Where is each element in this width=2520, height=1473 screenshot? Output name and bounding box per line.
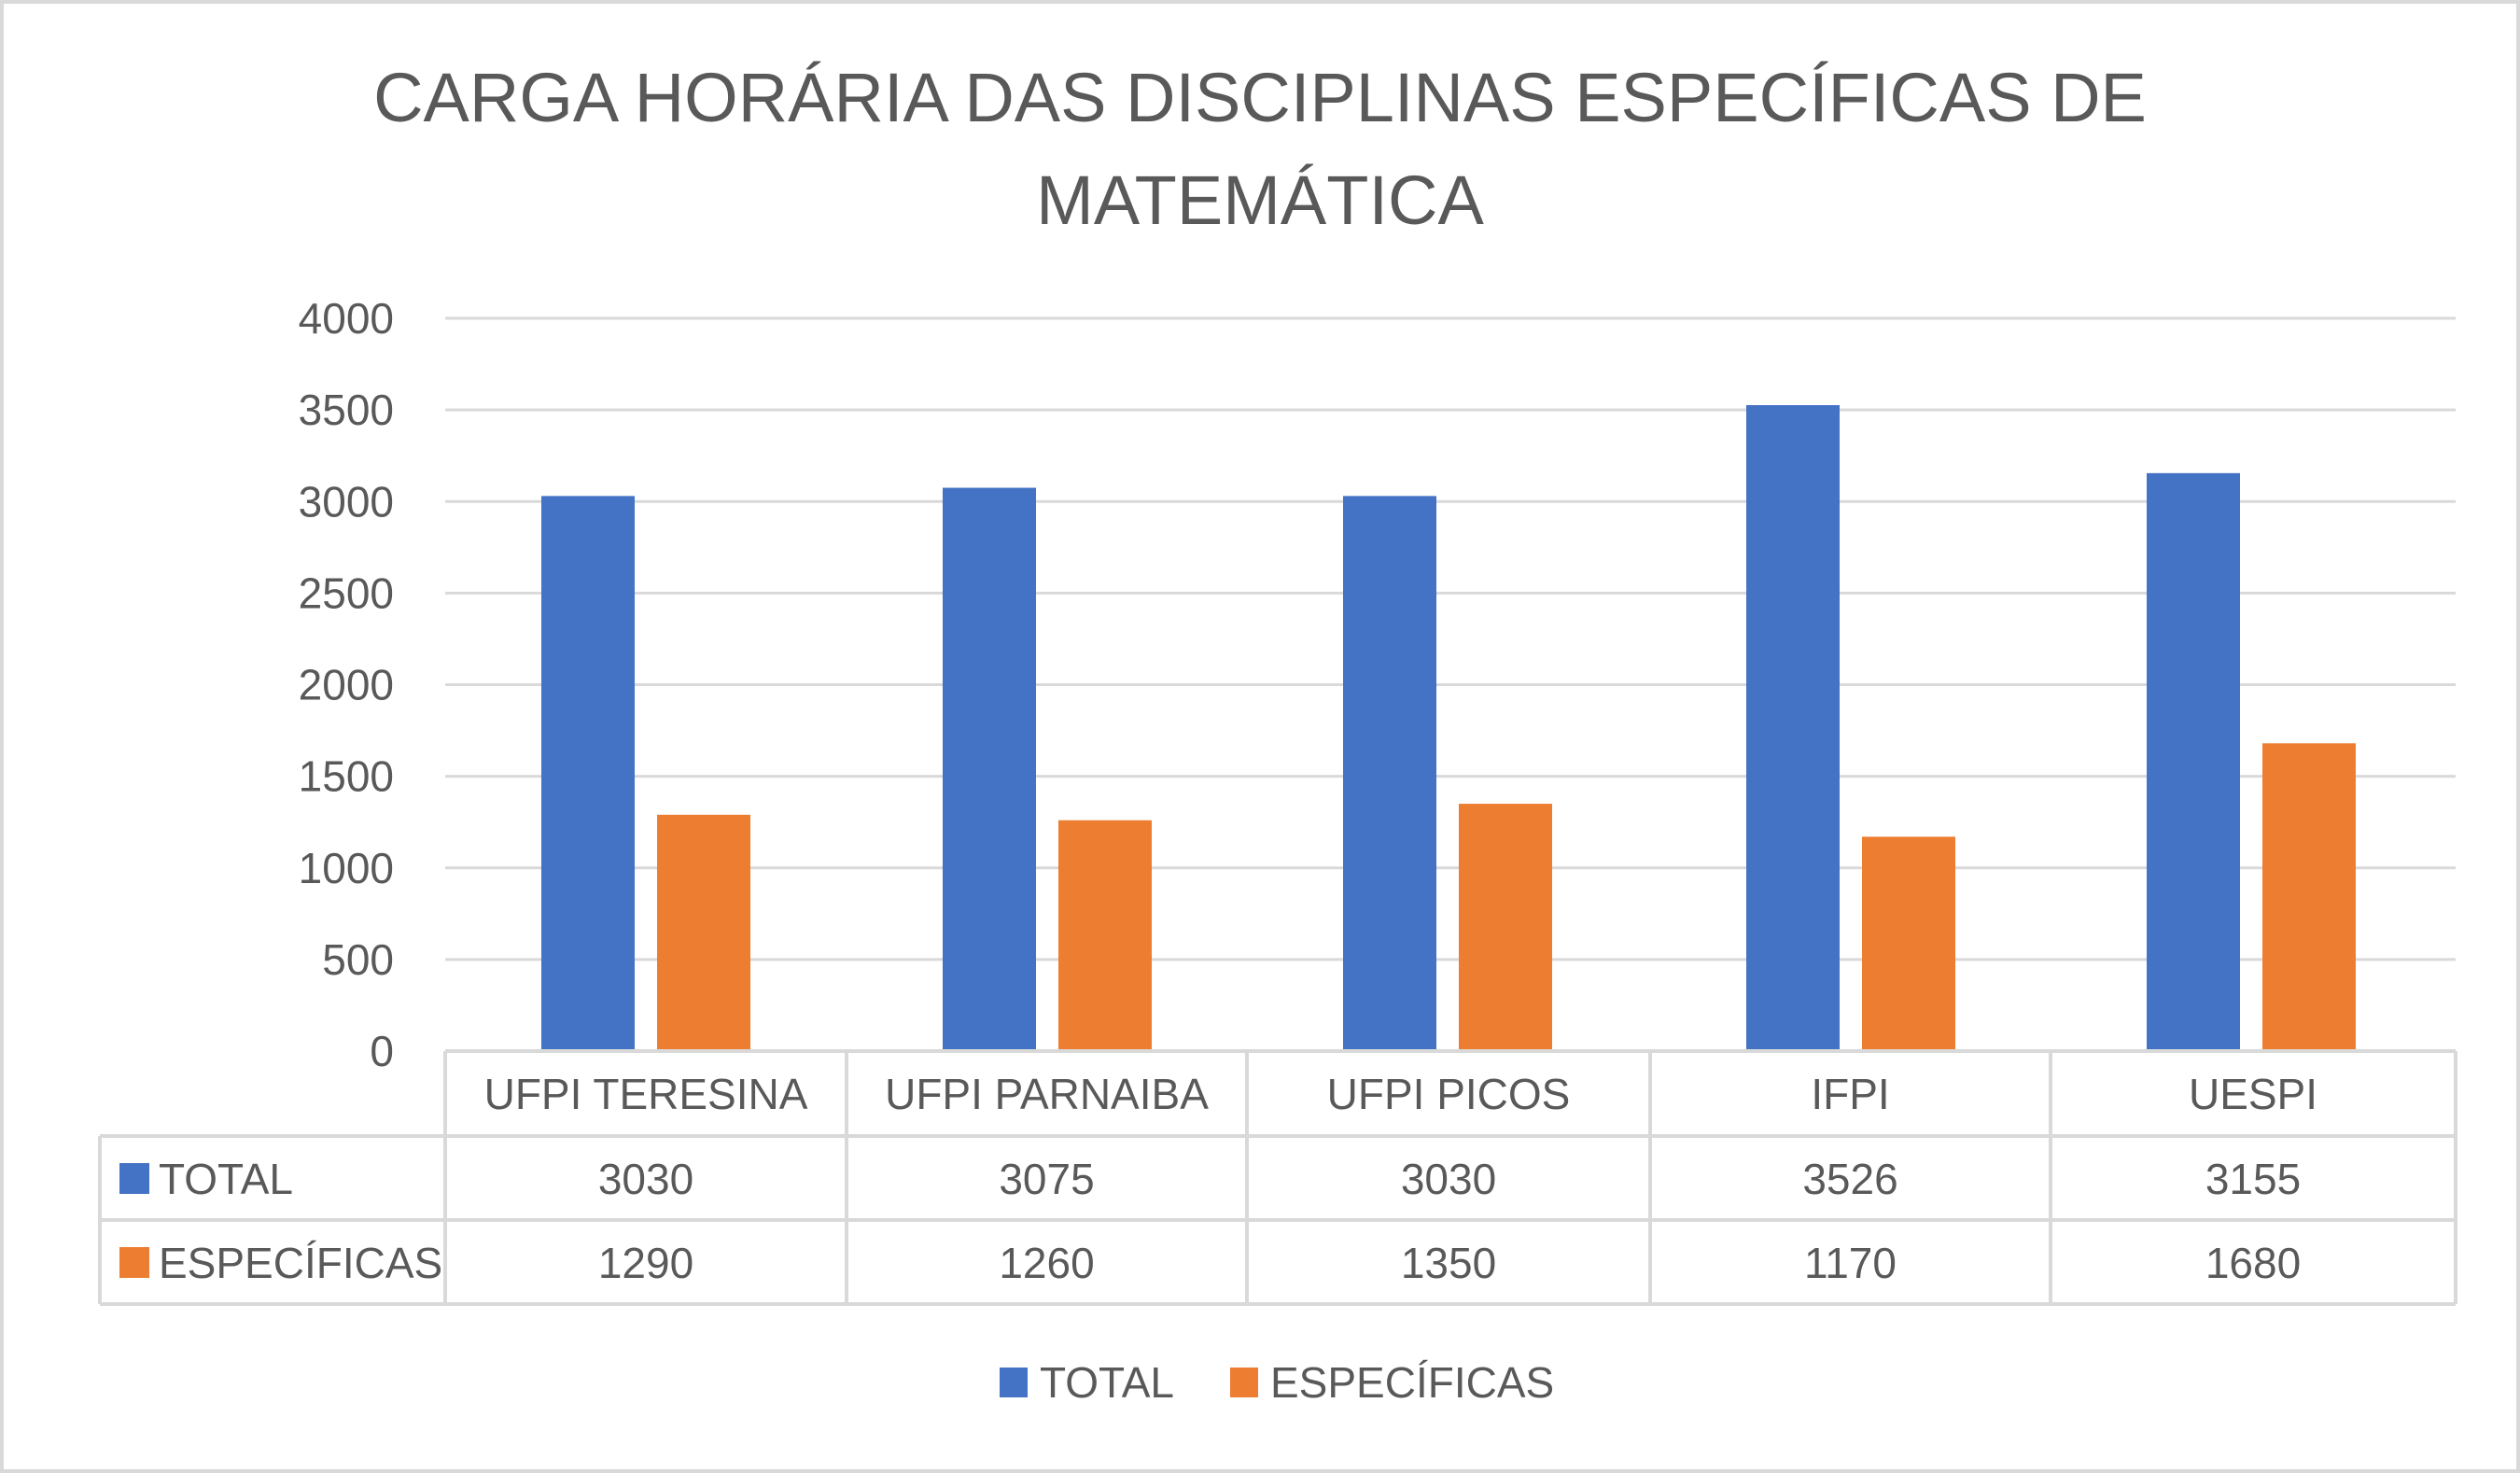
- table-cell-value: 1680: [2205, 1239, 2301, 1287]
- chart-title-line-2: MATEMÁTICA: [1036, 161, 1484, 239]
- y-tick-label: 0: [370, 1027, 394, 1075]
- table-category-label: UFPI PARNAIBA: [885, 1070, 1209, 1118]
- table-category-label: UFPI TERESINA: [484, 1070, 808, 1118]
- legend-label: ESPECÍFICAS: [1270, 1358, 1554, 1407]
- table-cell-value: 1350: [1401, 1239, 1496, 1287]
- table-cell-value: 1170: [1804, 1239, 1897, 1287]
- y-tick-label: 2000: [299, 661, 394, 709]
- table-cell-value: 3030: [598, 1155, 693, 1203]
- legend-key-especificas: [119, 1247, 149, 1278]
- table-category-label: UESPI: [2189, 1070, 2317, 1118]
- bar-especificas: [1862, 836, 1955, 1051]
- chart-title-line-1: CARGA HORÁRIA DAS DISCIPLINAS ESPECÍFICA…: [373, 59, 2147, 136]
- bar-especificas: [1459, 804, 1552, 1051]
- bar-especificas: [1058, 820, 1152, 1051]
- y-tick-label: 3500: [299, 386, 394, 434]
- table-cell-value: 1260: [999, 1239, 1094, 1287]
- bar-total: [943, 487, 1036, 1051]
- y-tick-label: 500: [322, 935, 394, 984]
- y-tick-label: 1500: [299, 752, 394, 801]
- bar-especificas: [657, 814, 750, 1051]
- table-cell-value: 3155: [2205, 1155, 2301, 1203]
- legend-key-total: [119, 1163, 149, 1194]
- bar-especificas: [2262, 743, 2356, 1051]
- y-tick-label: 4000: [299, 294, 394, 343]
- y-tick-label: 1000: [299, 844, 394, 892]
- table-cell-value: 3526: [1802, 1155, 1897, 1203]
- bar-total: [2147, 472, 2240, 1051]
- table-cell-value: 3030: [1401, 1155, 1496, 1203]
- y-tick-label: 3000: [299, 477, 394, 526]
- legend-swatch: [1000, 1368, 1028, 1397]
- legend-swatch: [1230, 1368, 1258, 1397]
- bar-total: [541, 496, 635, 1051]
- table-category-label: UFPI PICOS: [1327, 1070, 1571, 1118]
- table-cell-value: 3075: [999, 1155, 1094, 1203]
- bar-total: [1746, 405, 1840, 1052]
- legend-label: TOTAL: [1040, 1358, 1174, 1407]
- table-cell-value: 1290: [598, 1239, 693, 1287]
- y-tick-label: 2500: [299, 568, 394, 617]
- table-category-label: IFPI: [1811, 1070, 1889, 1118]
- bar-total: [1343, 496, 1436, 1051]
- table-series-label: ESPECÍFICAS: [159, 1239, 442, 1287]
- table-series-label: TOTAL: [159, 1155, 293, 1203]
